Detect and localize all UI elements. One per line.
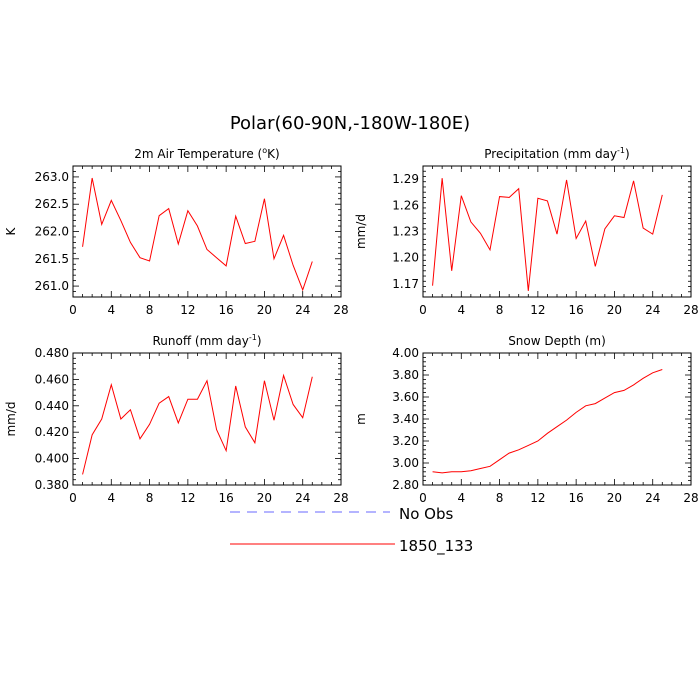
x-tick-label: 20 xyxy=(607,491,622,505)
panel-title: Snow Depth (m) xyxy=(508,334,606,348)
x-tick-label: 8 xyxy=(496,303,504,317)
y-tick-label: 3.20 xyxy=(392,434,419,448)
y-tick-label: 261.0 xyxy=(35,279,69,293)
y-tick-label: 262.0 xyxy=(35,225,69,239)
x-tick-label: 24 xyxy=(295,491,310,505)
x-tick-label: 0 xyxy=(69,491,77,505)
legend-no-obs-label: No Obs xyxy=(399,505,453,523)
panel-title: Precipitation (mm day-1) xyxy=(484,146,629,161)
x-tick-label: 4 xyxy=(457,303,465,317)
x-tick-label: 28 xyxy=(333,303,348,317)
panel-title: 2m Air Temperature (oK) xyxy=(134,146,279,161)
x-tick-label: 16 xyxy=(219,303,234,317)
y-tick-label: 1.17 xyxy=(392,277,419,291)
y-tick-label: 263.0 xyxy=(35,170,69,184)
x-tick-label: 20 xyxy=(257,491,272,505)
plot-frame xyxy=(422,352,692,486)
x-tick-label: 20 xyxy=(257,303,272,317)
legend-1850-133-label: 1850_133 xyxy=(399,537,473,556)
x-tick-label: 8 xyxy=(496,491,504,505)
x-tick-label: 12 xyxy=(180,303,195,317)
x-tick-label: 4 xyxy=(457,491,465,505)
x-tick-label: 4 xyxy=(107,491,115,505)
x-tick-label: 0 xyxy=(419,303,427,317)
chart-panel-2: Runoff (mm day-1) 0 4 8 12 16 20 24 28 0.380 0.400… xyxy=(4,333,349,505)
x-tick-label: 28 xyxy=(333,491,348,505)
figure-title: Polar(60-90N,-180W-180E) xyxy=(230,113,470,134)
y-tick-label: 0.380 xyxy=(35,478,69,492)
y-axis-label: mm/d xyxy=(4,401,18,436)
x-tick-label: 16 xyxy=(569,303,584,317)
y-axis-label: K xyxy=(4,226,18,235)
x-tick-label: 20 xyxy=(607,303,622,317)
x-tick-label: 24 xyxy=(295,303,310,317)
x-tick-label: 12 xyxy=(180,491,195,505)
y-axis-label: m xyxy=(354,413,368,425)
x-tick-label: 12 xyxy=(530,303,545,317)
y-tick-label: 1.23 xyxy=(392,225,419,239)
y-tick-label: 0.440 xyxy=(35,399,69,413)
y-tick-label: 3.40 xyxy=(392,412,419,426)
y-axis-label: mm/d xyxy=(354,214,368,249)
y-tick-label: 0.460 xyxy=(35,372,69,386)
x-tick-label: 0 xyxy=(419,491,427,505)
y-tick-label: 3.80 xyxy=(392,368,419,382)
x-tick-label: 28 xyxy=(683,303,698,317)
series-line-0 xyxy=(432,369,663,474)
y-tick-label: 2.80 xyxy=(392,478,419,492)
y-tick-label: 262.5 xyxy=(35,197,69,211)
y-tick-label: 0.420 xyxy=(35,425,69,439)
chart-panel-0: 2m Air Temperature (oK) 0 4 8 12 16 20 24 28 261.… xyxy=(4,146,349,317)
series-line-0 xyxy=(82,177,313,292)
x-tick-label: 8 xyxy=(146,491,154,505)
y-tick-label: 1.26 xyxy=(392,198,419,212)
series-line-0 xyxy=(82,373,313,475)
y-tick-label: 3.00 xyxy=(392,456,419,470)
panel-title: Runoff (mm day-1) xyxy=(152,333,261,348)
x-tick-label: 24 xyxy=(645,491,660,505)
y-tick-label: 0.480 xyxy=(35,346,69,360)
plot-frame xyxy=(72,352,342,486)
x-tick-label: 16 xyxy=(569,491,584,505)
y-tick-label: 1.29 xyxy=(392,172,419,186)
x-tick-label: 0 xyxy=(69,303,77,317)
x-tick-label: 24 xyxy=(645,303,660,317)
y-tick-label: 4.00 xyxy=(392,346,419,360)
x-tick-label: 28 xyxy=(683,491,698,505)
x-tick-label: 12 xyxy=(530,491,545,505)
chart-panel-1: Precipitation (mm day-1) 0 4 8 12 16 20 24 28 1.1… xyxy=(354,146,699,317)
y-tick-label: 261.5 xyxy=(35,252,69,266)
x-tick-label: 16 xyxy=(219,491,234,505)
series-line-0 xyxy=(432,178,663,291)
x-tick-label: 8 xyxy=(146,303,154,317)
chart-panel-3: Snow Depth (m) 0 4 8 12 16 20 24 28 2.80 3.00 3.20 3… xyxy=(354,334,699,505)
y-tick-label: 3.60 xyxy=(392,390,419,404)
x-tick-label: 4 xyxy=(107,303,115,317)
legend: No Obs 1850_133 xyxy=(230,505,473,556)
y-tick-label: 0.400 xyxy=(35,452,69,466)
y-tick-label: 1.20 xyxy=(392,251,419,265)
plot-frame xyxy=(72,165,342,298)
